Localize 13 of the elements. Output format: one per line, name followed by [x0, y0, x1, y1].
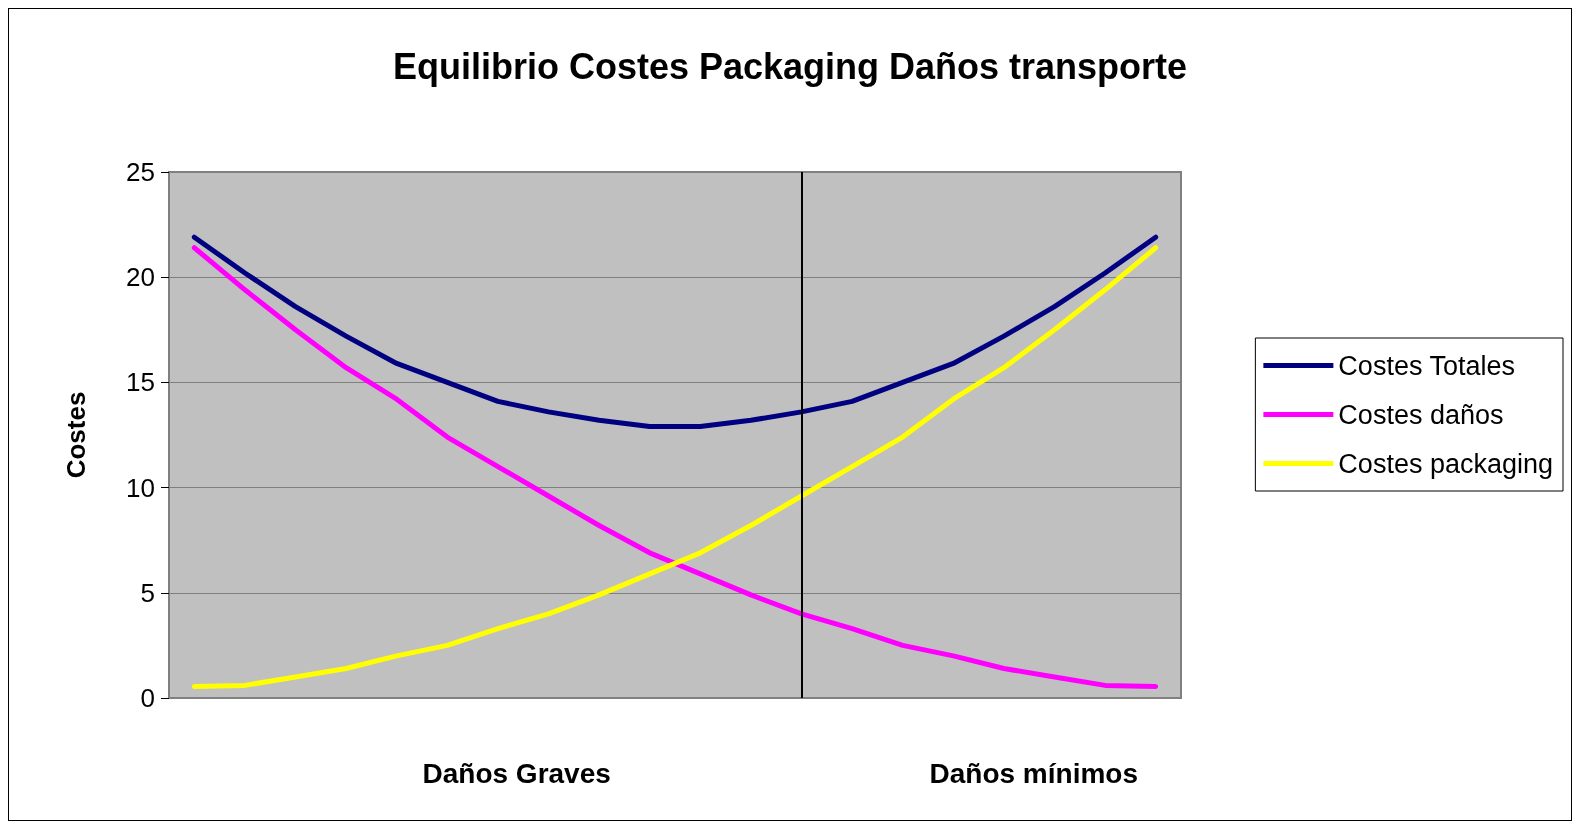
- legend-label: Costes Totales: [1338, 350, 1515, 381]
- y-tick-label: 0: [140, 683, 155, 713]
- y-tick-label: 10: [126, 472, 155, 503]
- chart-title: Equilibrio Costes Packaging Daños transporte: [392, 45, 1188, 87]
- text: Daños mínimos: [929, 757, 1138, 789]
- y-tick-label: 20: [126, 262, 155, 293]
- legend-label: Costes packaging: [1338, 448, 1554, 479]
- legend-label: Costes daños: [1338, 399, 1504, 430]
- y-tick-label: 5: [140, 577, 155, 608]
- y-tick-label: 15: [126, 367, 155, 398]
- y-axis-title: Costes: [61, 391, 91, 479]
- y-tick-label: 25: [126, 157, 155, 187]
- text: Daños Graves: [422, 757, 611, 789]
